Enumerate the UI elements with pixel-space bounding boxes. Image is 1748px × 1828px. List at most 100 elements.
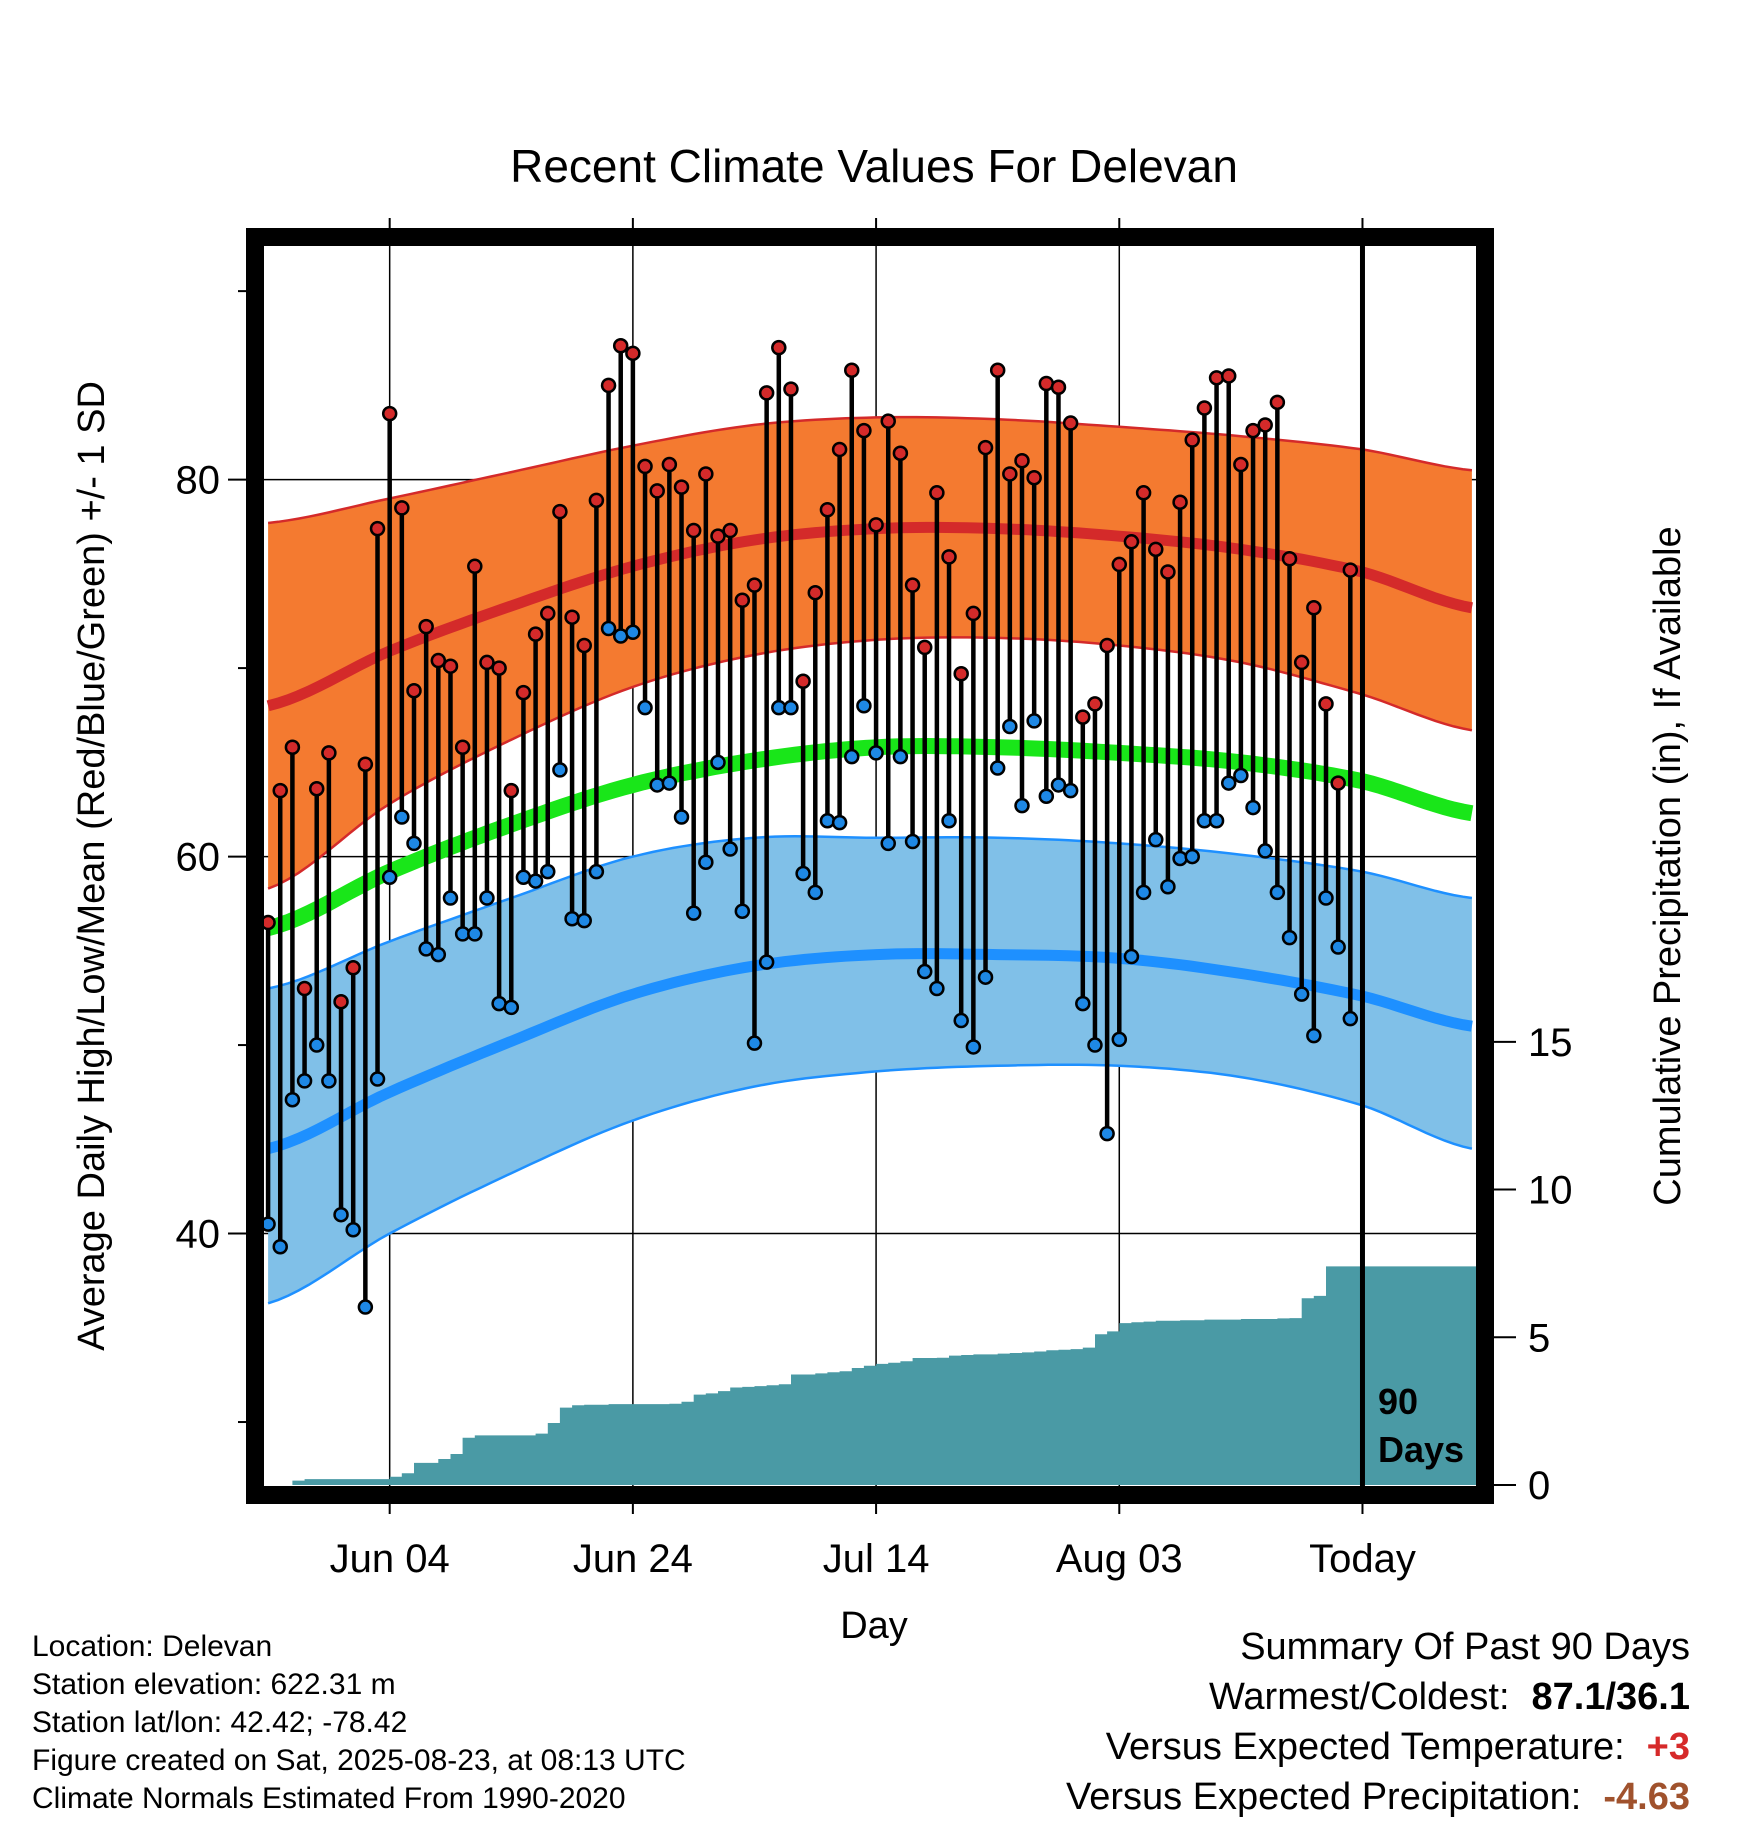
- daily-low-point: [1172, 850, 1188, 867]
- daily-low-point: [1111, 1031, 1128, 1048]
- precip-anomaly-value: -4.63: [1603, 1776, 1690, 1818]
- daily-high-point: [262, 914, 276, 931]
- daily-low-point: [1160, 878, 1176, 895]
- latlon-text: Station lat/lon: 42.42; -78.42: [32, 1706, 408, 1739]
- daily-low-point: [758, 954, 775, 970]
- daily-high-point: [795, 673, 811, 690]
- daily-high-point: [1269, 394, 1286, 411]
- daily-low-point: [941, 813, 957, 829]
- daily-low-point: [262, 1216, 276, 1232]
- daily-low-point: [831, 814, 848, 831]
- daily-high-point: [296, 980, 313, 997]
- daily-low-point: [1306, 1027, 1322, 1044]
- y2-tick-label: 0: [1528, 1464, 1550, 1508]
- daily-low-point: [1050, 777, 1067, 793]
- daily-high-point: [1220, 368, 1237, 384]
- daily-high-point: [612, 338, 629, 354]
- daily-high-point: [1123, 534, 1140, 550]
- daily-high-point: [783, 381, 799, 397]
- daily-low-point: [600, 620, 617, 637]
- plot-area: [262, 244, 1478, 1488]
- location-text: Location: Delevan: [32, 1630, 273, 1663]
- daily-low-point: [576, 912, 592, 929]
- daily-high-point: [1318, 696, 1334, 712]
- daily-low-point: [1002, 718, 1018, 735]
- daily-low-point: [965, 1039, 982, 1055]
- daily-high-point: [1196, 400, 1213, 416]
- daily-high-point: [1330, 775, 1346, 791]
- daily-high-point: [1342, 562, 1359, 578]
- daily-high-point: [321, 745, 337, 761]
- x-tick-label: Jul 14: [823, 1537, 930, 1581]
- daily-high-point: [989, 362, 1006, 379]
- normal-low-band-lower-edge: [267, 1063, 1473, 1305]
- daily-high-point: [540, 605, 556, 622]
- daily-high-point: [479, 654, 495, 671]
- daily-high-point: [1184, 432, 1200, 448]
- daily-low-point: [1208, 813, 1225, 829]
- daily-high-point: [1099, 637, 1115, 654]
- daily-high-point: [1014, 453, 1030, 469]
- daily-high-point: [1075, 709, 1091, 725]
- daily-high-point: [369, 520, 386, 537]
- daily-low-point: [272, 1238, 288, 1255]
- daily-low-point: [430, 946, 447, 963]
- daily-low-point: [892, 748, 909, 765]
- daily-low-point: [637, 699, 653, 716]
- daily-low-point: [527, 873, 544, 889]
- y-tick-label: 40: [176, 1213, 221, 1257]
- daily-high-point: [394, 500, 410, 516]
- daily-high-point: [1293, 654, 1310, 671]
- daily-low-point: [673, 809, 690, 825]
- y2-axis-title: Cumulative Precipitation (in), If Availa…: [1647, 526, 1689, 1205]
- x-tick-label: Jun 24: [573, 1537, 693, 1581]
- daily-low-point: [953, 1012, 969, 1029]
- daily-low-point: [722, 841, 738, 857]
- daily-high-point: [1172, 494, 1188, 510]
- daily-low-point: [540, 863, 556, 880]
- daily-high-point: [454, 739, 471, 756]
- daily-low-point: [1148, 831, 1164, 848]
- normal-low-band-upper-edge: [267, 835, 1473, 990]
- daily-low-point: [1099, 1125, 1115, 1142]
- today-marker-label-line2: Days: [1378, 1429, 1464, 1470]
- daily-high-point: [1257, 417, 1273, 433]
- daily-low-point: [418, 941, 434, 957]
- summary-heading: Summary Of Past 90 Days: [1240, 1626, 1690, 1668]
- created-text: Figure created on Sat, 2025-08-23, at 08…: [32, 1744, 686, 1777]
- y-tick-label: 60: [176, 836, 221, 880]
- daily-high-point: [381, 405, 398, 422]
- daily-high-point: [965, 605, 982, 622]
- daily-high-point: [916, 639, 933, 656]
- daily-low-point: [977, 969, 994, 985]
- daily-high-point: [673, 479, 690, 495]
- daily-low-point: [1135, 884, 1152, 901]
- daily-high-point: [710, 528, 726, 544]
- temp-anomaly-value: +3: [1646, 1726, 1690, 1768]
- daily-low-point: [1038, 788, 1055, 805]
- daily-low-point: [746, 1035, 763, 1051]
- daily-low-point: [1220, 775, 1237, 791]
- daily-high-point: [1281, 551, 1298, 567]
- daily-high-point: [807, 584, 824, 601]
- daily-low-point: [1281, 929, 1298, 946]
- daily-high-point: [746, 577, 763, 593]
- daily-low-point: [406, 835, 422, 852]
- daily-high-point: [600, 377, 617, 394]
- daily-low-point: [345, 1222, 361, 1238]
- daily-marks: [262, 338, 1359, 1315]
- summary-panel: Summary Of Past 90 Days Warmest/Coldest:…: [1066, 1622, 1690, 1822]
- daily-low-point: [1269, 884, 1286, 901]
- chart-title: Recent Climate Values For Delevan: [510, 140, 1238, 192]
- daily-high-point: [698, 466, 714, 482]
- daily-low-point: [467, 926, 483, 942]
- daily-high-point: [856, 422, 872, 439]
- daily-high-point: [661, 456, 678, 473]
- daily-low-point: [856, 698, 872, 714]
- daily-high-point: [758, 385, 775, 401]
- daily-low-point: [333, 1206, 349, 1223]
- y2-tick-label: 10: [1528, 1169, 1573, 1213]
- x-tick-label: Aug 03: [1056, 1537, 1183, 1581]
- daily-high-point: [831, 441, 848, 458]
- daily-low-point: [357, 1299, 374, 1315]
